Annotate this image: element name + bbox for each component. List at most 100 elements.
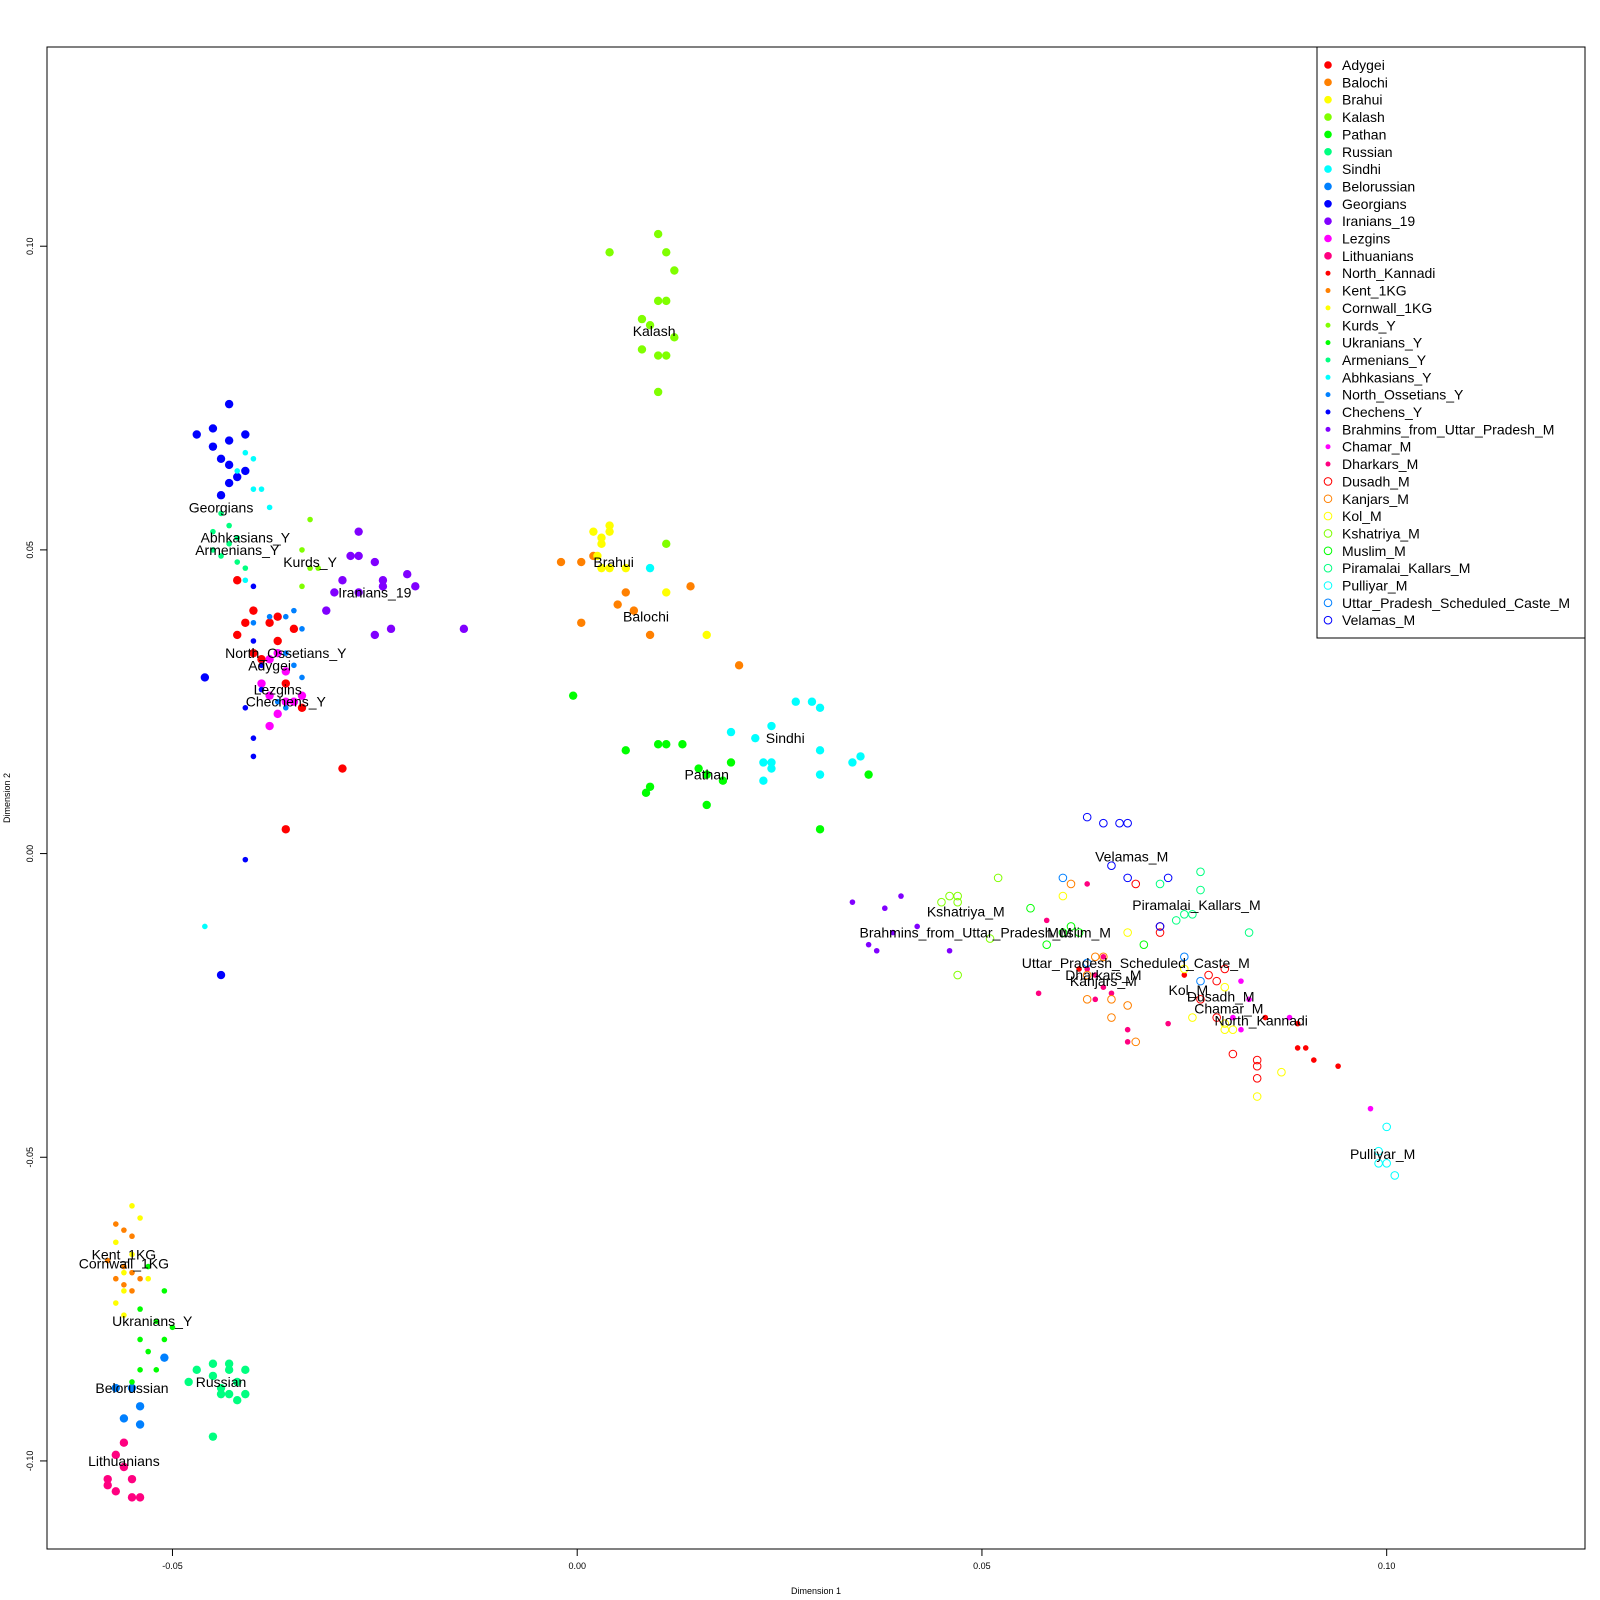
point-dusadh-m [1196,995,1205,1004]
point-lithuanians [111,1450,121,1460]
legend-marker-chechens-y [1325,409,1331,415]
point-iranians-19 [459,624,469,634]
legend-marker-uttar-pradesh-scheduled-caste-m [1323,598,1333,608]
point-kurds-y [299,547,305,553]
point-armenians-y [218,553,224,559]
point-velamas-m [1123,818,1132,828]
point-russian [192,1365,201,1375]
point-iranians-19 [322,606,331,615]
point-lezgins [265,721,274,731]
point-balochi [556,557,566,567]
point-abhkasians-y [242,577,249,584]
legend-label-sindhi: Sindhi [1342,161,1381,177]
point-uttar-pradesh-scheduled-caste-m [1196,976,1205,986]
point-piramalai-kallars-m [1196,885,1205,895]
point-iranians-19 [330,588,339,597]
point-lezgins [297,691,307,700]
group-label-velamas-m: Velamas_M [1095,849,1168,865]
point-lezgins [273,709,282,719]
point-dharkars-m [1092,996,1099,1003]
point-kshatriya-m [993,873,1003,883]
point-kol-m [1252,1092,1262,1101]
point-balochi [629,606,639,615]
group-label-dusadh-m: Dusadh_M [1187,988,1255,1004]
point-russian [224,1389,234,1399]
group-label-georgians: Georgians [189,499,254,515]
x-axis-title: Dimension 1 [791,1586,841,1596]
point-abhkasians-y [258,486,265,492]
legend-box [1316,46,1586,639]
series-belorussian [111,1353,169,1429]
point-ukranians-y [153,1318,160,1325]
point-kalash [637,314,647,324]
point-north-kannadi [1335,1063,1341,1069]
group-label-muslim-m: Muslim_M [1047,925,1111,941]
point-kol-m [1058,891,1068,901]
point-pathan [645,782,655,791]
legend-marker-dharkars-m [1325,461,1331,467]
point-kalash [662,296,671,306]
legend-label-kent-1kg: Kent_1KG [1342,283,1407,299]
point-north-ossetians-y [291,662,297,669]
point-balochi [577,618,586,627]
legend-label-brahui: Brahui [1342,92,1382,108]
legend-label-kalash: Kalash [1342,109,1385,125]
series-pathan [568,691,873,834]
group-labels: Kalash Georgians Abhkasians_YArmenians_YKu… [79,323,1416,1469]
point-kalash [653,387,663,397]
legend-marker-piramalai-kallars-m [1323,563,1333,573]
point-pathan [702,770,711,779]
point-sindhi [791,697,800,706]
point-abhkasians-y [266,504,273,511]
point-velamas-m [1099,818,1108,828]
point-muslim-m [1042,940,1051,949]
point-dharkars-m [1108,990,1115,997]
x-tick-label: 0.00 [568,1561,586,1571]
group-label-piramalai-kallars-m: Piramalai_Kallars_M [1132,897,1260,913]
group-label-chamar-m: Chamar_M [1194,1000,1263,1016]
point-north-kannadi [1181,972,1188,978]
point-lezgins [265,655,274,664]
point-abhkasians-y [242,449,249,456]
legend-marker-pathan [1324,130,1332,139]
group-label-north-kannadi: North_Kannadi [1215,1013,1308,1029]
point-brahui [597,539,606,549]
point-kshatriya-m [953,897,962,907]
y-tick-label: 0.10 [25,237,35,255]
group-label-uttar-pradesh-scheduled-caste-m: Uttar_Pradesh_Scheduled_Caste_M [1022,955,1250,971]
point-ukranians-y [169,1324,176,1331]
point-iranians-19 [354,527,363,536]
legend-label-brahmins-from-uttar-pradesh-m: Brahmins_from_Uttar_Pradesh_M [1342,421,1554,437]
legend-label-dusadh-m: Dusadh_M [1342,473,1410,489]
point-velamas-m [1107,861,1116,871]
point-kshatriya-m [985,934,995,943]
legend-label-chamar-m: Chamar_M [1342,439,1411,455]
point-lithuanians [103,1474,112,1484]
point-dusadh-m [1155,928,1165,937]
point-kalash [662,248,671,257]
point-iranians-19 [370,557,380,567]
point-dharkars-m [1092,972,1099,978]
point-chechens-y [250,753,257,760]
point-north-kannadi [1294,1020,1301,1027]
point-muslim-m [1139,940,1149,949]
legend-label-georgians: Georgians [1342,196,1407,212]
point-muslim-m [1074,928,1084,937]
point-ukranians-y [129,1379,135,1385]
legend-marker-north-kannadi [1325,270,1331,276]
point-north-ossetians-y [274,698,281,705]
group-label-cornwall-1kg: Cornwall_1KG [79,1256,169,1272]
group-label-brahui: Brahui [593,554,633,570]
point-uttar-pradesh-scheduled-caste-m [1082,958,1092,968]
series-kshatriya-m [937,873,1003,980]
point-muslim-m [1066,922,1076,931]
point-ukranians-y [137,1367,143,1373]
x-tick-label: 0.10 [1378,1561,1396,1571]
point-kanjars-m [1082,970,1092,980]
legend-marker-iranians-19 [1324,217,1332,225]
point-russian [216,1383,226,1393]
x-tick-label: -0.05 [162,1561,183,1571]
point-piramalai-kallars-m [1196,867,1205,877]
point-velamas-m [1123,873,1132,883]
point-georgians [208,442,218,451]
